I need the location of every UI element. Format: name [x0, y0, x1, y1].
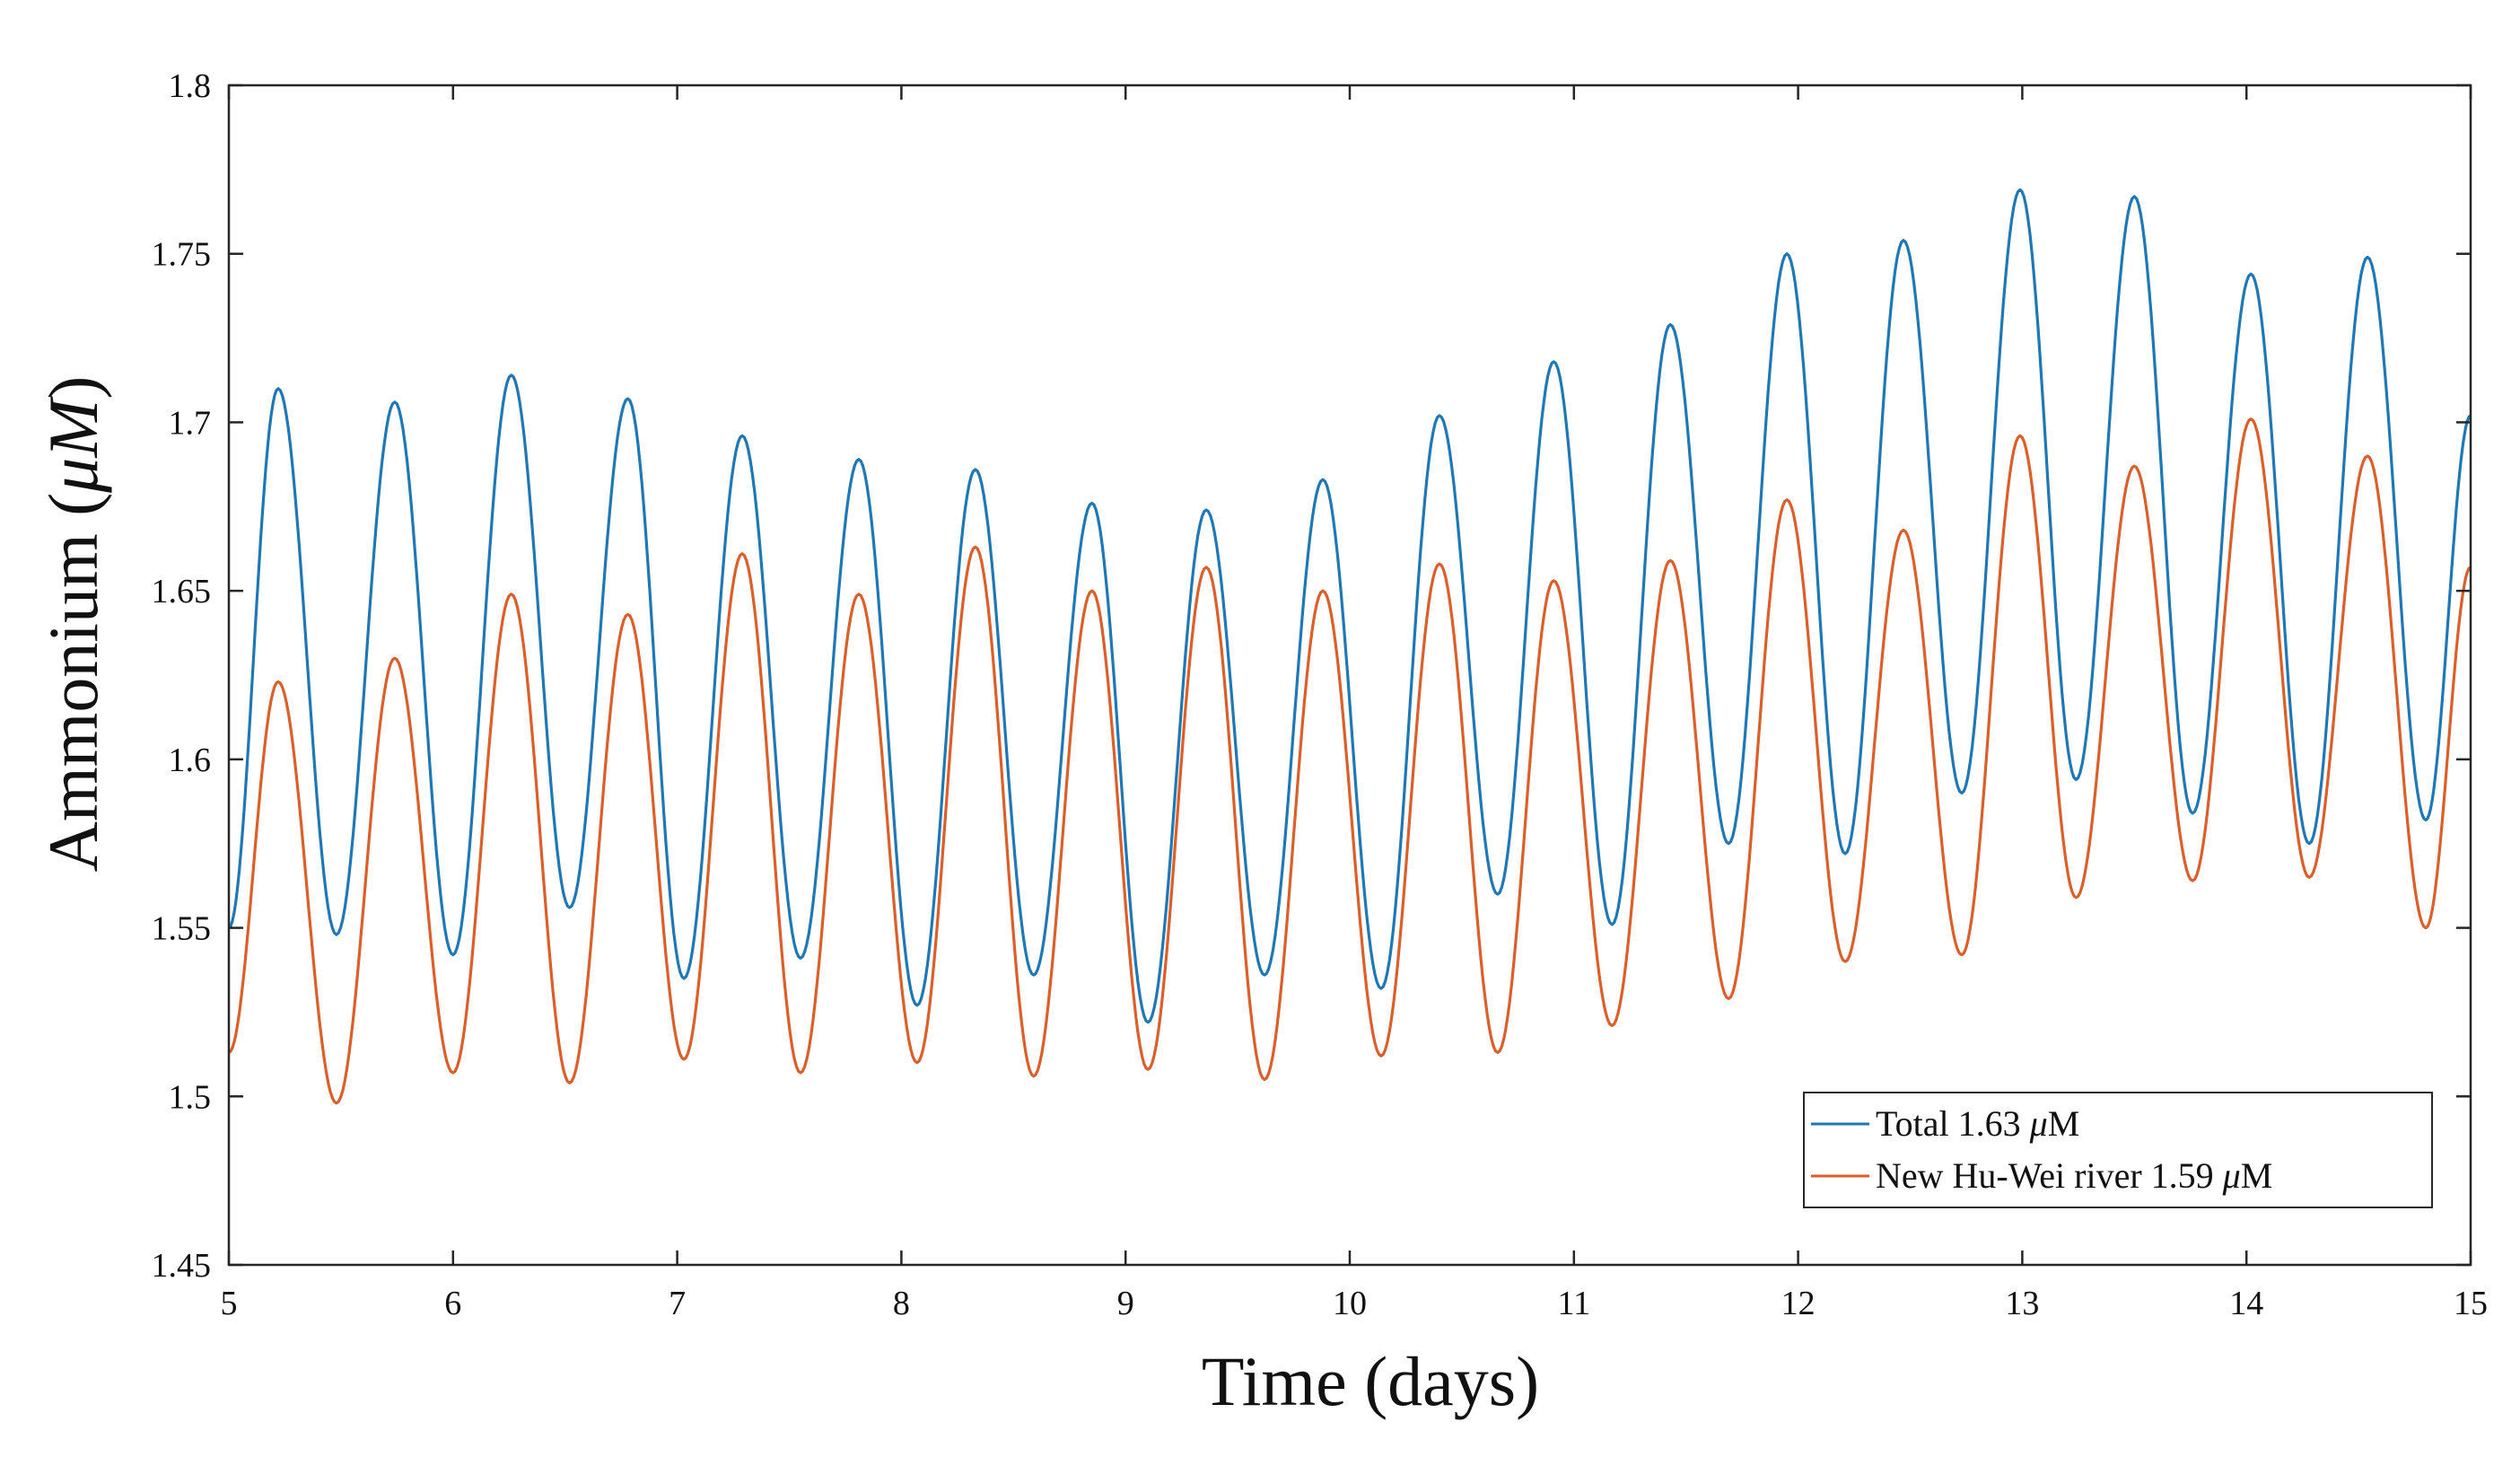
- y-tick-label: 1.7: [169, 404, 212, 442]
- legend-label-river-unit-rest: M: [2241, 1155, 2273, 1196]
- y-tick-label: 1.45: [152, 1247, 212, 1285]
- y-tick-label: 1.6: [169, 742, 212, 779]
- y-axis-title-main: Ammonium (: [34, 493, 112, 873]
- y-tick-label: 1.55: [152, 910, 212, 948]
- x-tick-label: 6: [444, 1285, 461, 1322]
- legend-label-total-unit-rest: M: [2048, 1103, 2080, 1144]
- legend-label-river-text: New Hu-Wei river 1.59: [1876, 1155, 2223, 1196]
- x-tick-label: 7: [669, 1285, 686, 1322]
- series-line-total: [229, 188, 2471, 1024]
- x-tick-label: 14: [2229, 1285, 2263, 1322]
- y-tick-label: 1.5: [169, 1078, 212, 1116]
- legend-box: [1803, 1092, 2433, 1208]
- legend-label-total-text: Total 1.63: [1876, 1103, 2030, 1144]
- series-layer: [229, 188, 2471, 1105]
- x-tick-label: 15: [2454, 1285, 2488, 1322]
- axis-ticks: [227, 83, 2472, 1267]
- legend-label-total: Total 1.63 μM: [1876, 1103, 2079, 1144]
- y-tick-label: 1.65: [152, 573, 212, 610]
- x-tick-label: 12: [1781, 1285, 1816, 1322]
- y-axis-title-close: ): [34, 376, 112, 399]
- x-tick-label: 13: [2005, 1285, 2039, 1322]
- y-tick-label: 1.75: [152, 236, 212, 274]
- series-line-new-hu-wei-river: [229, 417, 2471, 1105]
- legend-label-new-hu-wei-river: New Hu-Wei river 1.59 μM: [1876, 1155, 2272, 1196]
- x-tick-label: 8: [893, 1285, 910, 1322]
- legend: Total 1.63 μM New Hu-Wei river 1.59 μM: [1803, 1092, 2433, 1208]
- y-axis-title: Ammonium (μM): [34, 376, 112, 873]
- legend-label-river-unit-symbol: μ: [2222, 1155, 2241, 1196]
- x-tick-label: 10: [1333, 1285, 1367, 1322]
- y-tick-labels: 1.45 1.5 1.55 1.6 1.65 1.7 1.75 1.8: [152, 67, 212, 1285]
- x-axis-title: Time (days): [1202, 1342, 1539, 1420]
- y-axis-title-unit: μM: [34, 396, 112, 494]
- x-tick-label: 5: [221, 1285, 238, 1322]
- x-tick-labels: 5 6 7 8 9 10 11 12 13 14 15: [221, 1285, 2489, 1322]
- legend-label-total-unit-symbol: μ: [2029, 1103, 2048, 1144]
- x-tick-label: 11: [1558, 1285, 1591, 1322]
- x-tick-label: 9: [1117, 1285, 1134, 1322]
- y-tick-label: 1.8: [169, 67, 212, 105]
